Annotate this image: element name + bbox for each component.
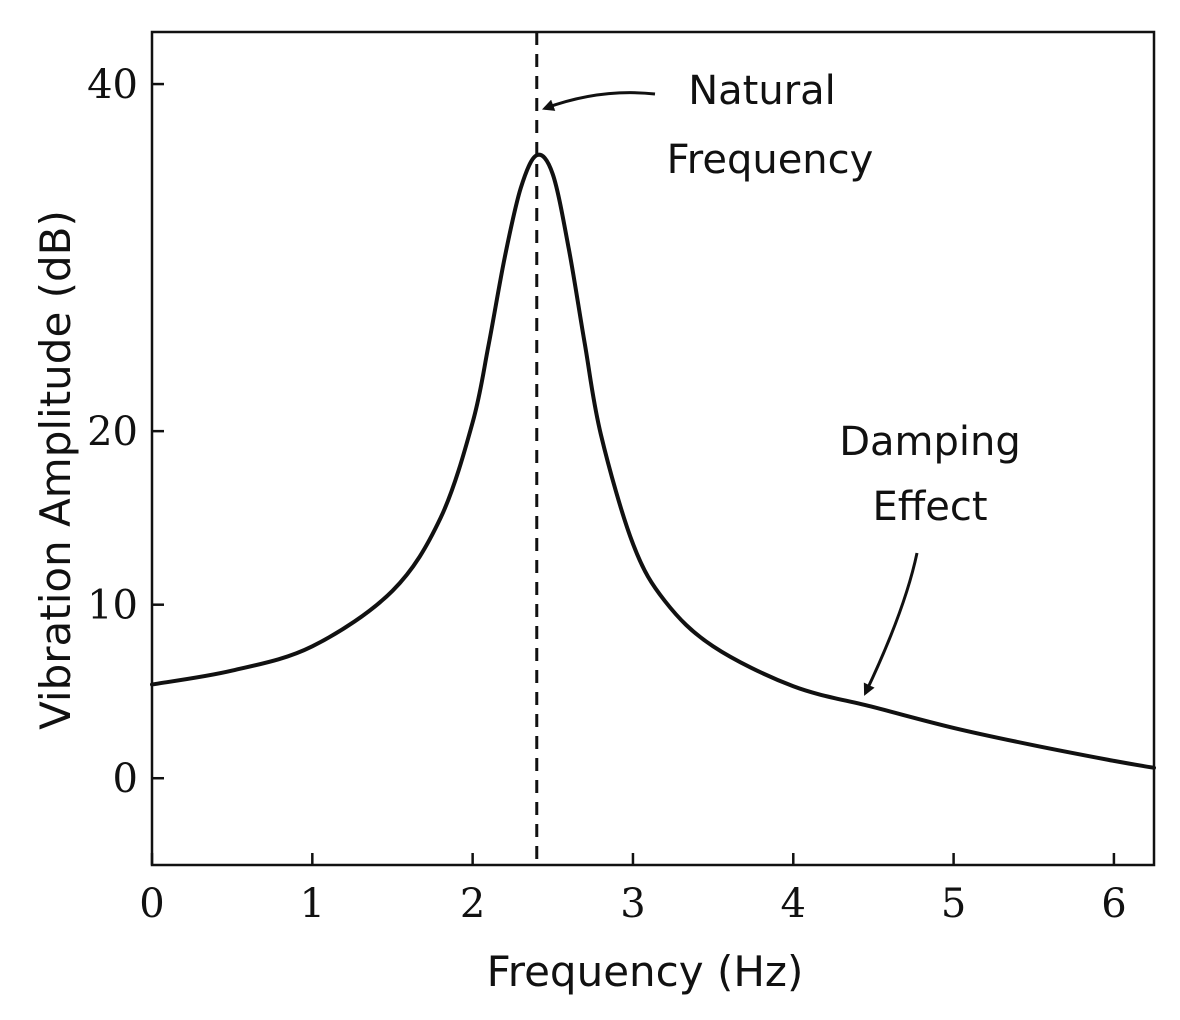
x-tick-label: 3 <box>620 881 645 927</box>
x-tick-label: 2 <box>460 881 485 927</box>
amplitude-curve <box>150 152 1156 770</box>
y-tick-label: 0 <box>113 756 138 802</box>
y-tick-label: 40 <box>87 62 138 108</box>
damping-effect-annotation: Damping Effect <box>839 419 1021 696</box>
damping-effect-label-line1: Damping <box>839 419 1021 465</box>
natural-frequency-label-line1: Natural <box>688 68 836 114</box>
x-axis-title: Frequency (Hz) <box>487 947 804 996</box>
x-tick-label: 5 <box>941 881 966 927</box>
damping-effect-arrow <box>863 552 919 696</box>
y-axis-title: Vibration Amplitude (dB) <box>31 210 80 730</box>
plot-frame <box>150 30 1156 867</box>
x-tick-label: 4 <box>781 881 806 927</box>
natural-frequency-annotation: Natural Frequency <box>541 68 874 183</box>
x-axis-ticks: 0 1 2 3 4 5 6 <box>139 853 1127 927</box>
x-tick-label: 6 <box>1101 881 1126 927</box>
y-tick-label: 20 <box>87 409 138 455</box>
x-tick-label: 1 <box>300 881 325 927</box>
natural-frequency-label-line2: Frequency <box>667 137 874 183</box>
x-tick-label: 0 <box>139 881 164 927</box>
y-axis-ticks: 0 10 20 40 <box>87 62 164 802</box>
natural-frequency-arrow <box>541 91 656 111</box>
damping-effect-label-line2: Effect <box>872 484 987 530</box>
y-tick-label: 10 <box>87 583 138 629</box>
